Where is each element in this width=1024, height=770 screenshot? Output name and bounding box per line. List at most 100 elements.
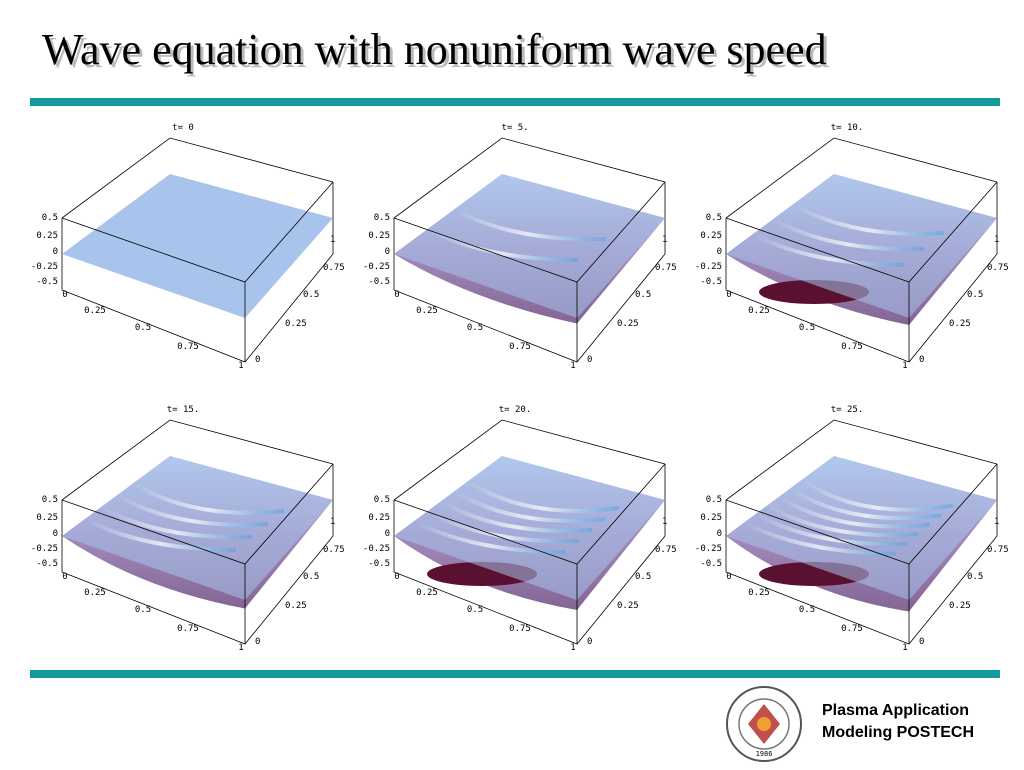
plot-label: t= 25. <box>831 405 864 415</box>
slide-title: Wave equation with nonuniform wave speed <box>42 25 827 74</box>
y-tick-label: 0 <box>587 637 592 647</box>
y-tick-label: 1 <box>330 517 335 527</box>
box-edge <box>725 137 998 219</box>
surface-plot: t= 20. 0.5 0.25 0 -0.25 -0.5 0 0.25 0.5 0.75 1 0 0.2… <box>363 405 677 653</box>
z-tick-label: 0 <box>717 247 722 257</box>
z-tick-label: -0.25 <box>695 262 722 272</box>
x-tick-label: 0.75 <box>841 624 863 634</box>
footer-text: Modeling POSTECH <box>822 724 974 741</box>
wave-streak <box>790 487 942 521</box>
y-tick-label: 0.5 <box>303 290 319 300</box>
y-tick-label: 0.5 <box>967 290 983 300</box>
z-tick-label: 0.5 <box>42 213 58 223</box>
x-tick-label: 0.5 <box>799 323 815 333</box>
surface-plot: t= 0 0.5 0.25 0 -0.25 -0.5 0 0.25 0.5 0.75 1 0 0.25 0… <box>31 123 345 371</box>
x-tick-label: 0.25 <box>416 306 438 316</box>
z-tick-label: 0.25 <box>36 231 58 241</box>
y-tick-label: 0.5 <box>967 572 983 582</box>
y-tick-label: 0.5 <box>635 572 651 582</box>
z-tick-label: 0.25 <box>36 513 58 523</box>
y-tick-label: 0.25 <box>617 601 639 611</box>
wave-streak <box>793 203 945 236</box>
x-tick-label: 1 <box>570 361 575 371</box>
y-tick-label: 0.5 <box>635 290 651 300</box>
y-tick-label: 0.75 <box>987 263 1009 273</box>
wave-streak <box>744 521 896 556</box>
z-tick-label: 0 <box>385 247 390 257</box>
z-tick-label: 0.5 <box>706 213 722 223</box>
wave-streak <box>132 482 285 515</box>
y-tick-label: 0.75 <box>323 545 345 555</box>
plot-area: t= 0 0.5 0.25 0 -0.25 -0.5 0 0.25 0.5 0.75 1 0 0.25 0… <box>31 123 1009 653</box>
y-tick-label: 0.75 <box>323 263 345 273</box>
wave-streak <box>801 478 953 512</box>
x-tick-label: 0 <box>394 290 399 300</box>
x-tick-label: 0.5 <box>135 323 151 333</box>
x-tick-label: 1 <box>238 361 243 371</box>
x-tick-label: 1 <box>570 643 575 653</box>
box-edge <box>393 419 666 501</box>
y-tick-label: 1 <box>662 517 667 527</box>
divider <box>30 98 1000 106</box>
y-tick-label: 0.5 <box>303 572 319 582</box>
surface <box>62 174 333 318</box>
box-edge <box>61 137 334 219</box>
x-tick-label: 0 <box>62 290 67 300</box>
y-tick-label: 1 <box>330 235 335 245</box>
z-tick-label: -0.25 <box>31 262 58 272</box>
x-tick-label: 0 <box>726 290 731 300</box>
y-tick-label: 1 <box>994 235 999 245</box>
plot-label: t= 0 <box>172 123 194 133</box>
surface <box>394 174 665 318</box>
z-tick-label: -0.5 <box>36 559 58 569</box>
z-tick-label: -0.25 <box>695 544 722 554</box>
box-edge <box>61 419 334 501</box>
y-tick-label: 0.25 <box>949 601 971 611</box>
logo-year: 1986 <box>756 750 773 758</box>
plot-label: t= 15. <box>167 405 200 415</box>
wave-streak <box>755 513 907 547</box>
wave-streak <box>767 504 919 538</box>
x-tick-label: 0.75 <box>177 624 199 634</box>
y-tick-label: 0 <box>255 355 260 365</box>
wave-streak <box>414 520 566 554</box>
z-tick-label: 0.5 <box>374 495 390 505</box>
y-tick-label: 0.75 <box>987 545 1009 555</box>
x-tick-label: 0.75 <box>841 342 863 352</box>
wave-streak <box>467 480 619 513</box>
logo: 1986 <box>726 686 802 762</box>
z-tick-label: -0.5 <box>700 559 722 569</box>
wave-streak <box>441 500 593 533</box>
wave-streak <box>454 208 606 242</box>
x-tick-label: 0.5 <box>799 605 815 615</box>
y-tick-label: 0.75 <box>655 545 677 555</box>
z-tick-label: 0 <box>53 247 58 257</box>
plot-label: t= 10. <box>831 123 864 133</box>
wave-streak <box>778 495 930 529</box>
x-tick-label: 0.75 <box>177 342 199 352</box>
x-tick-label: 0.25 <box>416 588 438 598</box>
y-tick-label: 0.25 <box>949 319 971 329</box>
x-tick-label: 1 <box>238 643 243 653</box>
x-tick-label: 0.25 <box>748 588 770 598</box>
box-edge <box>393 137 666 219</box>
z-tick-label: -0.5 <box>368 277 390 287</box>
x-tick-label: 0.75 <box>509 342 531 352</box>
x-tick-label: 0.5 <box>467 323 483 333</box>
surface-plot: t= 10. 0.5 0.25 0 -0.25 -0.5 0 0.25 0.5 0.75 1 0 0.2… <box>695 123 1009 371</box>
surface <box>62 456 333 600</box>
z-tick-label: 0 <box>717 529 722 539</box>
z-tick-label: -0.5 <box>700 277 722 287</box>
y-tick-label: 0 <box>255 637 260 647</box>
box-edge <box>725 419 998 501</box>
z-tick-label: 0.5 <box>42 495 58 505</box>
x-tick-label: 0.5 <box>135 605 151 615</box>
y-tick-label: 0.25 <box>617 319 639 329</box>
z-tick-label: 0.5 <box>374 213 390 223</box>
y-tick-label: 0 <box>587 355 592 365</box>
footer-text: Plasma Application <box>822 702 969 719</box>
z-tick-label: -0.25 <box>363 262 390 272</box>
wave-streak <box>454 490 606 523</box>
x-tick-label: 0 <box>394 572 399 582</box>
